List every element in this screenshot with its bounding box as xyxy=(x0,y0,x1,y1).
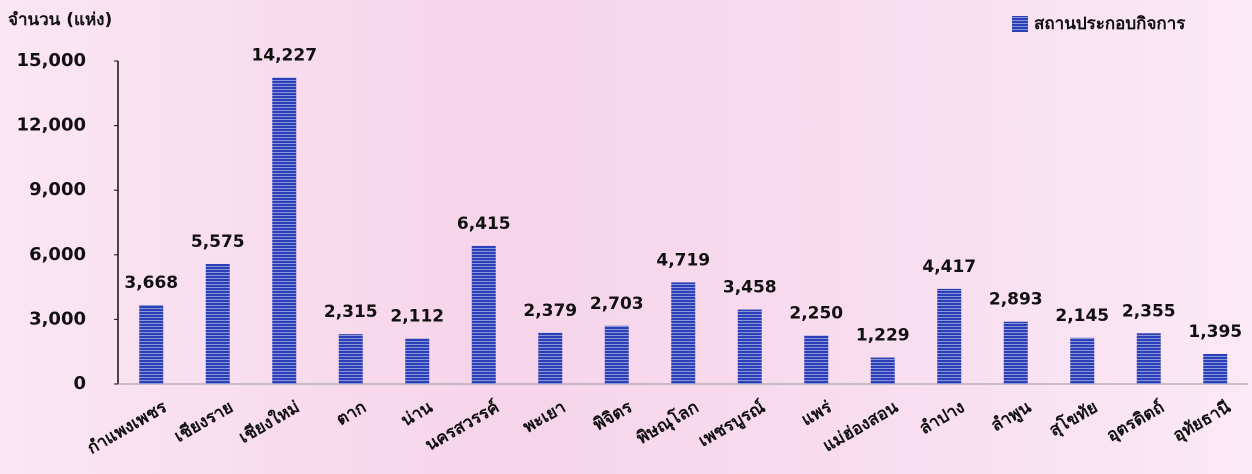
value-label: 2,250 xyxy=(789,304,843,324)
value-label: 2,379 xyxy=(523,301,577,321)
x-tick-label: ลำปาง xyxy=(916,397,968,439)
value-label: 2,893 xyxy=(989,290,1043,310)
x-tick-label: แพร่ xyxy=(798,397,836,430)
y-tick-label: 15,000 xyxy=(17,50,86,71)
x-tick-label: กำแพงเพชร xyxy=(84,397,171,459)
value-label: 4,719 xyxy=(656,250,710,270)
bar xyxy=(937,288,962,384)
value-label: 3,458 xyxy=(723,278,777,298)
y-tick-label: 3,000 xyxy=(29,308,86,329)
x-tick-label: พะเยา xyxy=(520,397,570,437)
value-label: 2,145 xyxy=(1055,306,1109,326)
value-label: 3,668 xyxy=(124,273,178,293)
value-label: 6,415 xyxy=(457,214,511,234)
value-label: 2,315 xyxy=(324,302,378,322)
bar xyxy=(338,334,363,384)
value-label: 1,229 xyxy=(856,326,910,346)
y-tick-label: 6,000 xyxy=(29,244,86,265)
x-tick-label: แม่ฮ่องสอน xyxy=(820,397,902,456)
bar xyxy=(737,309,762,384)
bar xyxy=(139,305,164,384)
y-tick-label: 9,000 xyxy=(29,179,86,200)
y-axis-label: จำนวน (แห่ง) xyxy=(8,10,112,30)
x-tick-label: เชียงใหม่ xyxy=(235,396,303,447)
x-tick-label: เพชรบูรณ์ xyxy=(695,396,770,452)
x-tick-label: ตาก xyxy=(333,397,370,430)
bar xyxy=(671,282,696,384)
legend-label: สถานประกอบกิจการ xyxy=(1034,14,1186,34)
value-label: 2,112 xyxy=(390,307,444,327)
value-label: 4,417 xyxy=(922,257,976,277)
y-tick-label: 0 xyxy=(73,373,86,394)
legend-swatch xyxy=(1012,16,1028,32)
x-tick-label: พิษณุโลก xyxy=(633,396,702,448)
value-label: 14,227 xyxy=(251,46,317,66)
x-tick-label: เชียงราย xyxy=(171,396,237,446)
bar xyxy=(804,335,829,384)
bar xyxy=(604,325,629,384)
x-tick-label: อุทัยธานี xyxy=(1169,396,1234,446)
y-tick-label: 12,000 xyxy=(17,115,86,136)
value-label: 2,355 xyxy=(1122,301,1176,321)
bar xyxy=(272,77,297,384)
value-label: 5,575 xyxy=(191,232,245,252)
bar xyxy=(1003,321,1028,384)
x-tick-label: สุโขทัย xyxy=(1045,396,1101,440)
bar xyxy=(471,245,496,384)
bar xyxy=(1070,337,1095,384)
value-label: 1,395 xyxy=(1188,322,1242,342)
value-label: 2,703 xyxy=(590,294,644,314)
bar xyxy=(1203,353,1228,384)
bar xyxy=(538,332,563,384)
x-tick-label: น่าน xyxy=(398,397,437,431)
x-tick-label: พิจิตร xyxy=(590,397,637,435)
bar xyxy=(870,357,895,384)
bar xyxy=(205,263,230,384)
x-tick-label: นครสวรรค์ xyxy=(422,396,503,455)
x-tick-label: อุตรดิตถ์ xyxy=(1103,396,1168,446)
x-tick-label: ลำพูน xyxy=(988,397,1036,437)
bar xyxy=(1136,333,1161,384)
bar xyxy=(405,338,430,384)
